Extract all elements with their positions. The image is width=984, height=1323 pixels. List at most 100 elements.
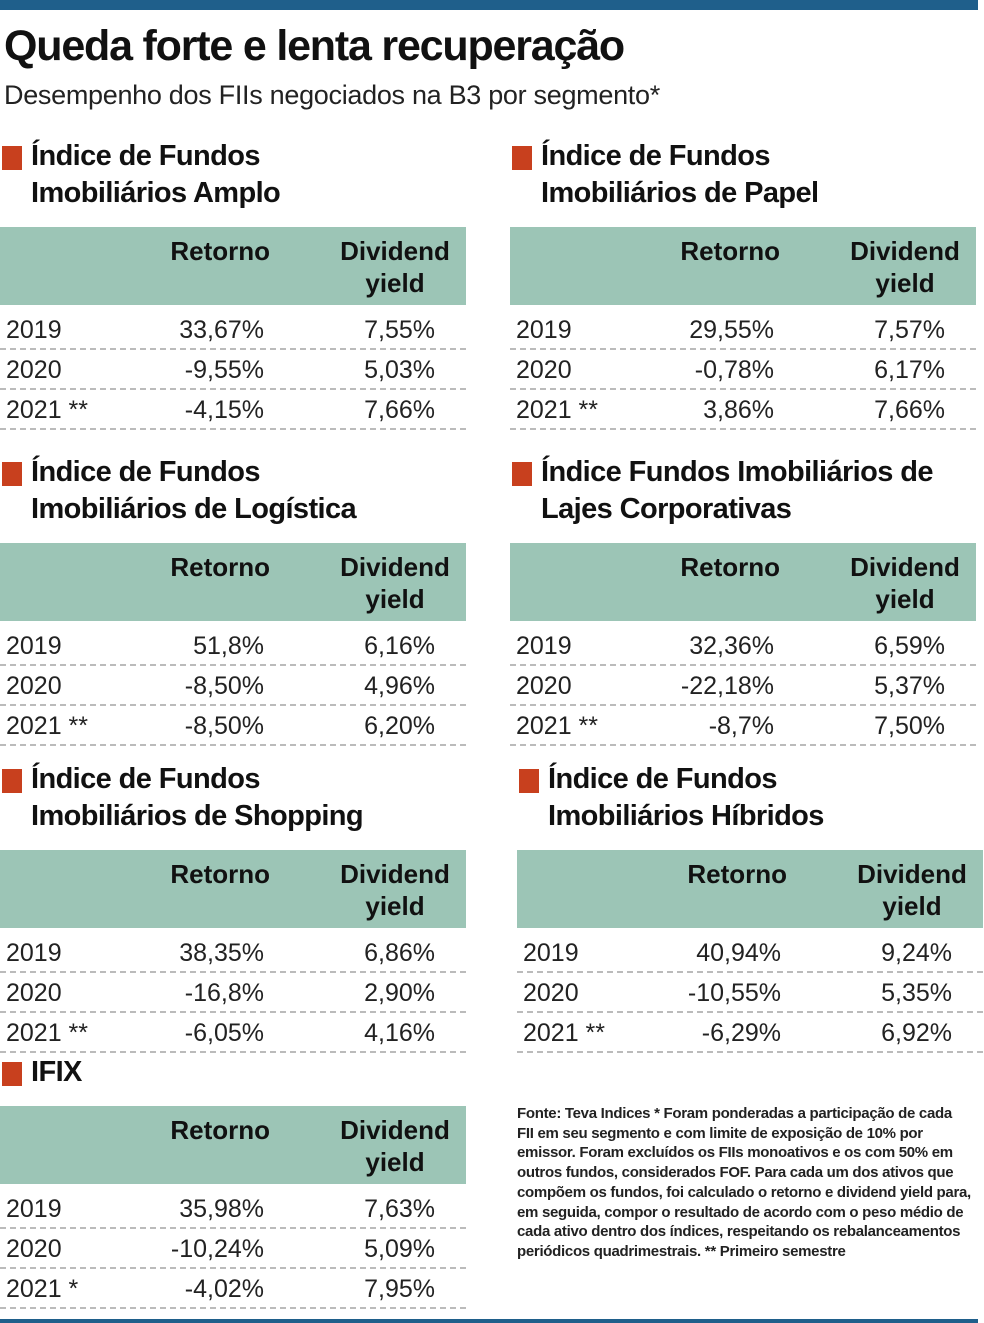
section-marker	[2, 1062, 22, 1086]
section-title: Imobiliários de Logística	[31, 493, 357, 525]
row-divider	[517, 1051, 983, 1053]
dividend-value: 6,86%	[364, 939, 435, 967]
row-label: 2019	[6, 1195, 62, 1223]
retorno-value: -10,55%	[687, 979, 781, 1007]
column-header: Retorno	[680, 236, 780, 266]
row-label: 2021 **	[6, 1019, 89, 1047]
footnote: Fonte: Teva Indices * Foram ponderadas a…	[517, 1105, 971, 1260]
section-title: Índice de Fundos	[548, 763, 777, 795]
retorno-value: -16,8%	[184, 979, 264, 1007]
row-label: 2019	[516, 316, 572, 344]
dividend-value: 7,63%	[364, 1195, 435, 1223]
section-title: Índice de Fundos	[31, 140, 260, 172]
dividend-value: 7,66%	[874, 396, 945, 424]
row-label: 2020	[516, 672, 572, 700]
retorno-value: 40,94%	[696, 939, 781, 967]
row-divider	[0, 428, 466, 430]
retorno-value: -6,05%	[184, 1019, 264, 1047]
column-header: Dividend yield	[340, 236, 450, 298]
dividend-value: 6,17%	[874, 356, 945, 384]
row-divider	[0, 1267, 466, 1269]
retorno-value: -10,24%	[170, 1235, 264, 1263]
row-divider	[0, 1011, 466, 1013]
section-title: Imobiliários de Shopping	[31, 800, 364, 832]
dividend-value: 7,95%	[364, 1275, 435, 1303]
section-title: Índice Fundos Imobiliários de	[541, 456, 933, 488]
column-header: Dividend yield	[340, 1115, 450, 1177]
dividend-value: 7,55%	[364, 316, 435, 344]
column-header: Retorno	[170, 552, 270, 582]
row-divider	[510, 388, 976, 390]
section-title: Lajes Corporativas	[541, 493, 792, 525]
dividend-value: 5,09%	[364, 1235, 435, 1263]
row-divider	[0, 388, 466, 390]
section-marker	[512, 462, 532, 486]
row-label: 2020	[516, 356, 572, 384]
top-bar	[0, 0, 978, 10]
dividend-value: 6,16%	[364, 632, 435, 660]
retorno-value: -0,78%	[694, 356, 774, 384]
dividend-value: 5,35%	[881, 979, 952, 1007]
column-header: Retorno	[170, 1115, 270, 1145]
row-label: 2019	[6, 316, 62, 344]
row-label: 2020	[6, 1235, 62, 1263]
retorno-value: 33,67%	[179, 316, 264, 344]
column-header: Retorno	[170, 859, 270, 889]
row-label: 2019	[523, 939, 579, 967]
section-marker	[2, 146, 22, 170]
section-title: Índice de Fundos	[541, 140, 770, 172]
section-title: Imobiliários Híbridos	[548, 800, 824, 832]
row-label: 2021 **	[516, 396, 599, 424]
table-header	[0, 227, 466, 305]
row-divider	[510, 348, 976, 350]
retorno-value: 35,98%	[179, 1195, 264, 1223]
column-header: Dividend yield	[850, 236, 960, 298]
section-marker	[2, 462, 22, 486]
row-label: 2020	[523, 979, 579, 1007]
retorno-value: 3,86%	[703, 396, 774, 424]
section-title: Índice de Fundos	[31, 456, 260, 488]
retorno-value: -8,50%	[184, 712, 264, 740]
section-marker	[519, 769, 539, 793]
row-label: 2019	[6, 632, 62, 660]
row-divider	[517, 971, 983, 973]
table-header	[510, 543, 976, 621]
section-title: IFIX	[31, 1056, 82, 1088]
section-title: Imobiliários de Papel	[541, 177, 819, 209]
row-divider	[510, 428, 976, 430]
dividend-value: 9,24%	[881, 939, 952, 967]
retorno-value: 51,8%	[193, 632, 264, 660]
dividend-value: 4,16%	[364, 1019, 435, 1047]
retorno-value: 38,35%	[179, 939, 264, 967]
title: Queda forte e lenta recuperação	[4, 22, 625, 70]
row-divider	[510, 664, 976, 666]
table-header	[517, 850, 983, 928]
retorno-value: 32,36%	[689, 632, 774, 660]
retorno-value: -8,7%	[708, 712, 774, 740]
row-label: 2019	[6, 939, 62, 967]
column-header: Dividend yield	[340, 859, 450, 921]
retorno-value: -22,18%	[680, 672, 774, 700]
retorno-value: 29,55%	[689, 316, 774, 344]
column-header: Dividend yield	[340, 552, 450, 614]
bottom-bar	[0, 1319, 978, 1323]
row-divider	[510, 744, 976, 746]
row-divider	[517, 1011, 983, 1013]
row-divider	[0, 971, 466, 973]
dividend-value: 2,90%	[364, 979, 435, 1007]
row-divider	[0, 664, 466, 666]
row-label: 2020	[6, 672, 62, 700]
row-label: 2021 **	[6, 396, 89, 424]
column-header: Retorno	[687, 859, 787, 889]
row-label: 2019	[516, 632, 572, 660]
dividend-value: 7,57%	[874, 316, 945, 344]
row-divider	[0, 1227, 466, 1229]
section-title: Imobiliários Amplo	[31, 177, 281, 209]
row-label: 2021 **	[516, 712, 599, 740]
table-header	[0, 1106, 466, 1184]
dividend-value: 6,59%	[874, 632, 945, 660]
row-divider	[0, 1307, 466, 1309]
row-divider	[0, 1051, 466, 1053]
row-label: 2020	[6, 979, 62, 1007]
